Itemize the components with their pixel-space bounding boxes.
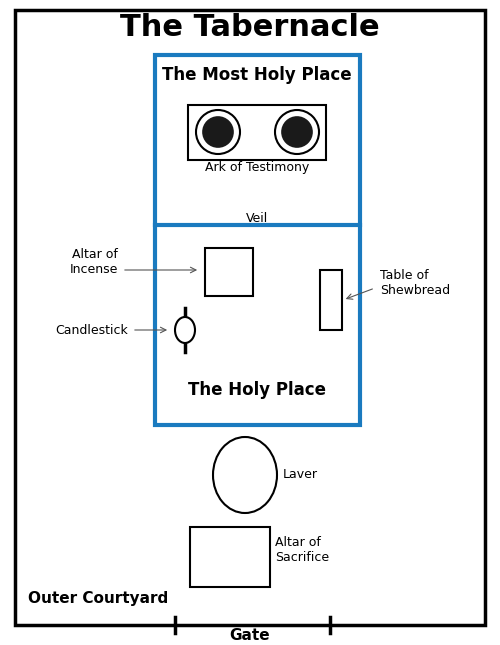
Text: Outer Courtyard: Outer Courtyard (28, 591, 168, 606)
Bar (205, 248, 253, 296)
Ellipse shape (202, 116, 234, 148)
Ellipse shape (281, 116, 313, 148)
Ellipse shape (175, 317, 195, 343)
Bar (190, 527, 270, 587)
Text: Laver: Laver (283, 468, 318, 482)
Bar (188, 105, 326, 160)
Ellipse shape (275, 110, 319, 154)
Text: Ark of Testimony: Ark of Testimony (205, 161, 309, 175)
Text: Candlestick: Candlestick (55, 324, 128, 337)
Text: The Most Holy Place: The Most Holy Place (162, 66, 352, 84)
Text: Veil: Veil (246, 212, 268, 224)
Bar (155, 55, 360, 425)
Bar (320, 270, 342, 330)
Text: Altar of
Sacrifice: Altar of Sacrifice (275, 536, 329, 564)
Text: Gate: Gate (230, 628, 270, 644)
Ellipse shape (213, 437, 277, 513)
Text: The Holy Place: The Holy Place (188, 381, 326, 399)
Text: The Tabernacle: The Tabernacle (120, 14, 380, 43)
Text: Altar of
Incense: Altar of Incense (70, 248, 118, 276)
Text: Table of
Shewbread: Table of Shewbread (380, 269, 450, 297)
Ellipse shape (196, 110, 240, 154)
